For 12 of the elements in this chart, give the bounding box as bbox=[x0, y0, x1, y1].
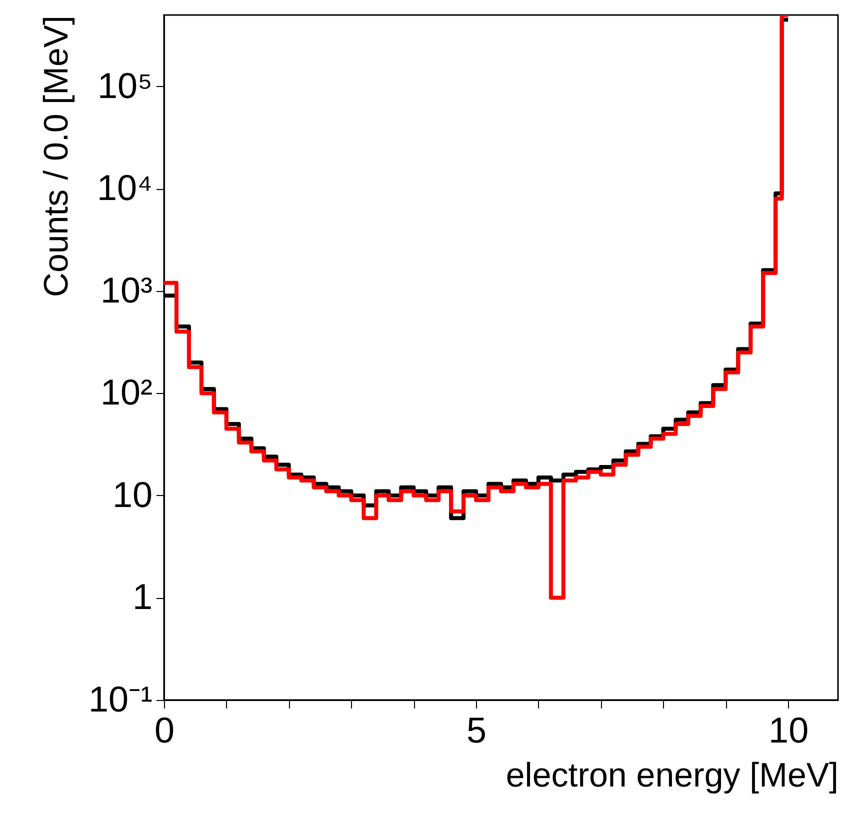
x-axis-title: electron energy [MeV] bbox=[506, 756, 838, 794]
y-tick-label: 10⁻¹ bbox=[88, 678, 153, 720]
y-tick-label: 10 bbox=[112, 474, 152, 515]
x-tick-label: 0 bbox=[154, 710, 175, 750]
y-tick-label: 10² bbox=[100, 372, 153, 413]
x-tick-label: 10 bbox=[768, 710, 809, 750]
y-tick-label: 10³ bbox=[100, 269, 153, 310]
y-tick-label: 10⁵ bbox=[98, 64, 152, 106]
x-tick-label: 5 bbox=[466, 710, 487, 750]
y-tick-label: 10⁴ bbox=[96, 167, 152, 208]
y-tick-label: 1 bbox=[132, 576, 152, 618]
y-axis-title: Counts / 0.0 [MeV] bbox=[37, 16, 76, 298]
